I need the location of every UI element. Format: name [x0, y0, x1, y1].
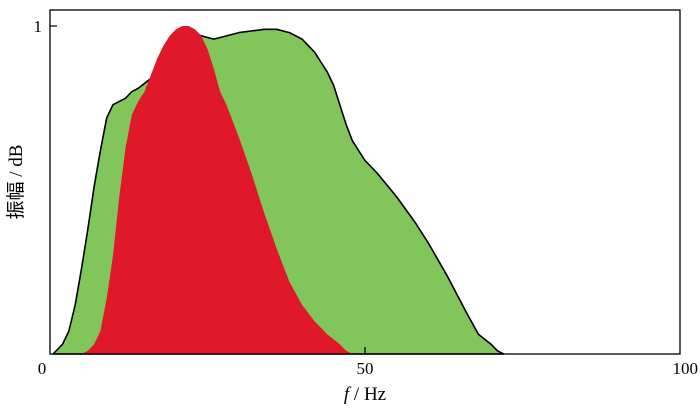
- x-tick-label: 100: [673, 359, 699, 378]
- x-tick-label: 0: [38, 359, 47, 378]
- x-tick-label: 50: [357, 359, 374, 378]
- y-tick-label: 1: [34, 17, 43, 36]
- series-2-area: [81, 26, 353, 354]
- series-layer: [52, 26, 505, 355]
- y-axis-label: 振幅 / dB: [5, 145, 27, 220]
- tick-layer: 0 50 100 1: [34, 17, 699, 378]
- x-axis-label: f / Hz: [344, 384, 386, 405]
